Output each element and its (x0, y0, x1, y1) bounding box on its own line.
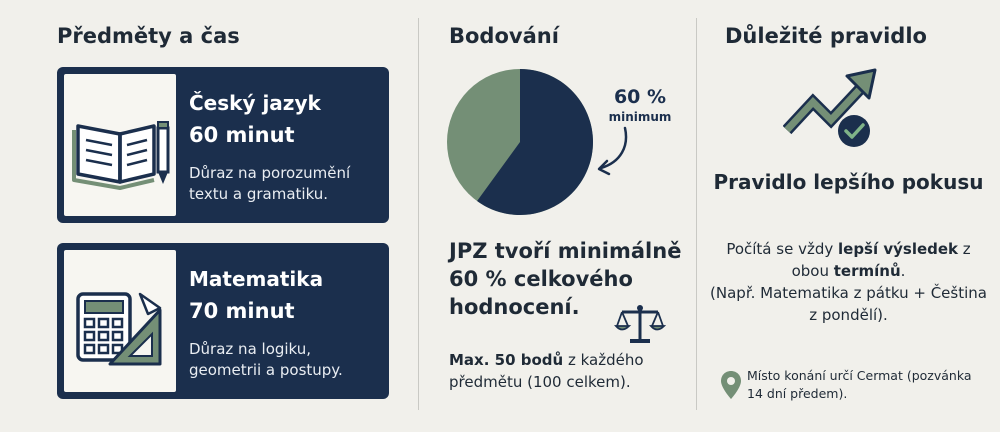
rule-desc-part3: . (900, 262, 906, 280)
rule-title: Pravidlo lepšího pokusu (713, 170, 984, 194)
scoring-pie-chart (447, 69, 593, 215)
calculator-ruler-icon (64, 250, 176, 392)
divider-left (418, 18, 419, 410)
rule-desc-bold2: termínů (833, 262, 901, 280)
scoring-heading: Bodování (449, 24, 559, 48)
book-pencil-icon (64, 74, 176, 216)
pie-percent-label: 60 % (613, 86, 667, 108)
rule-column: Důležité pravidlo Pravidlo lepšího pokus… (697, 0, 1000, 432)
rule-desc-part1: Počítá se vždy (726, 240, 838, 258)
rule-desc-example: (Např. Matematika z pátku + Čeština z po… (710, 284, 987, 324)
card-czech: Český jazyk 60 minut Důraz na porozumění… (57, 67, 389, 223)
subjects-heading: Předměty a čas (57, 24, 240, 48)
venue-note: Místo konání určí Cermat (pozvánka 14 dn… (747, 368, 972, 401)
trend-up-check-icon (783, 68, 877, 147)
rule-desc-bold1: lepší výsledek (838, 240, 959, 258)
rule-description: Počítá se vždy lepší výsledek z obou ter… (707, 238, 990, 326)
jpz-statement: JPZ tvoří minimálně 60 % celkového hodno… (449, 239, 682, 319)
scales-icon (614, 305, 666, 343)
location-pin-icon (721, 371, 741, 399)
card-czech-title: Český jazyk (189, 91, 321, 115)
card-czech-desc: Důraz na porozumění textu a gramatiku. (189, 164, 351, 203)
rule-heading: Důležité pravidlo (725, 24, 927, 48)
points-bold: Max. 50 bodů (449, 351, 564, 369)
card-math-time: 70 minut (189, 299, 295, 323)
pie-minimum-label: minimum (608, 110, 672, 124)
points-rest: z každého předmětu (100 celkem). (449, 351, 644, 391)
curved-arrow-icon (597, 126, 628, 176)
card-math: Matematika 70 minut Důraz na logiku, geo… (57, 243, 389, 399)
scoring-column: Bodování 60 % minimum JPZ tvoří minimáln… (419, 0, 696, 432)
card-math-desc: Důraz na logiku, geometrii a postupy. (189, 340, 343, 379)
pie-slice-main (477, 69, 593, 215)
card-czech-time: 60 minut (189, 123, 295, 147)
divider-right (696, 18, 697, 410)
card-math-title: Matematika (189, 267, 324, 291)
rule-desc-part2: z obou (791, 240, 971, 280)
points-info: Max. 50 bodů z každého předmětu (100 cel… (449, 349, 679, 393)
subjects-column: Předměty a čas Český jazyk 60 (0, 0, 418, 432)
